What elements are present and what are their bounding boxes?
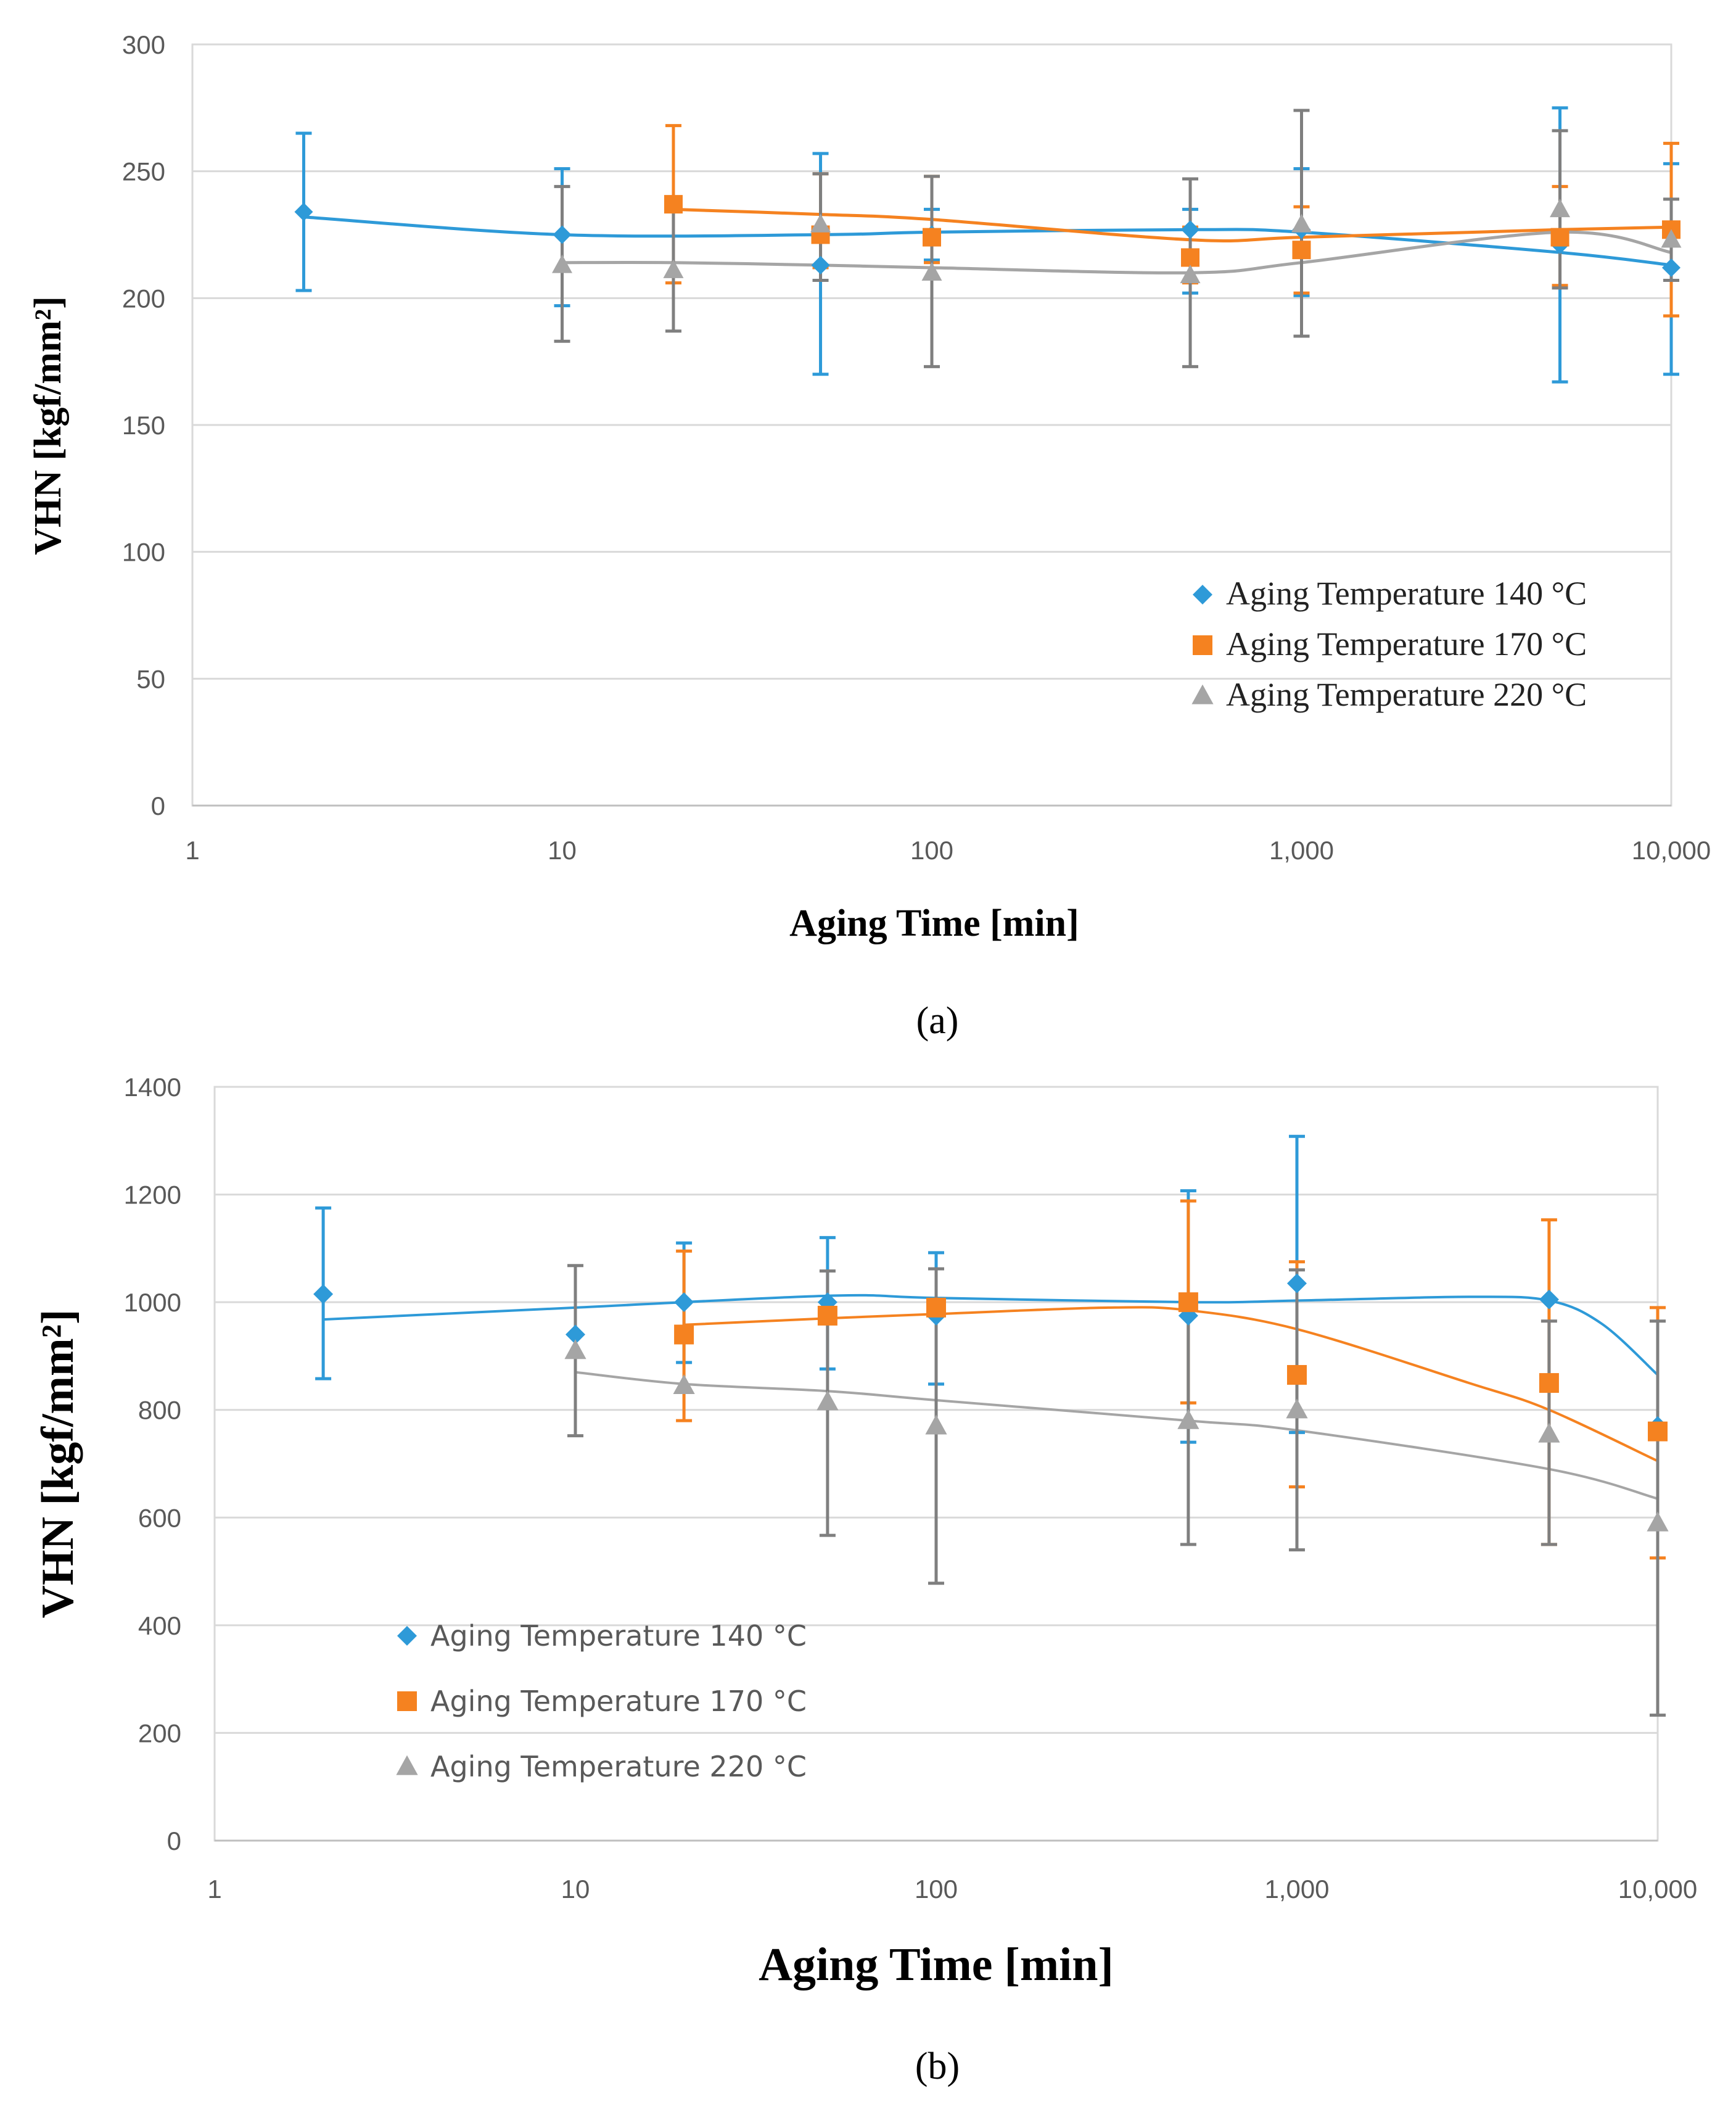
data-point-diamond: [1662, 258, 1680, 277]
y-tick-label: 800: [138, 1396, 181, 1425]
legend-label: Aging Temperature 220 °C: [430, 1750, 807, 1783]
data-point-square: [1539, 1373, 1559, 1393]
y-tick-label: 200: [138, 1718, 181, 1747]
data-point-diamond: [1539, 1289, 1559, 1310]
data-point-square: [1648, 1421, 1668, 1442]
chart-a-x-axis-label: Aging Time [min]: [789, 902, 1079, 944]
y-tick-label: 50: [136, 664, 165, 693]
data-point-triangle: [925, 1414, 947, 1435]
x-tick-label: 100: [910, 836, 953, 865]
chart-b-caption: (b): [915, 2045, 960, 2087]
data-point-square: [664, 195, 683, 214]
x-tick-label: 1,000: [1264, 1875, 1329, 1904]
trendline-triangle: [575, 1371, 1658, 1500]
chart-a-legend: Aging Temperature 140 °C Aging Temperatur…: [1191, 575, 1587, 713]
legend-marker-square: [397, 1691, 417, 1711]
data-point-diamond: [553, 225, 572, 244]
y-tick-label: 300: [122, 30, 165, 59]
legend-marker-triangle: [396, 1755, 418, 1775]
x-tick-label: 10,000: [1632, 836, 1711, 865]
y-tick-label: 200: [122, 284, 165, 313]
chart-a-x-ticks: 1 10 100 1,000 10,000: [185, 836, 1711, 865]
data-point-triangle: [921, 262, 942, 281]
chart-a: 0 50 100 150 200 250 300 1 10 100 1,000 10,000 VHN…: [27, 30, 1711, 1042]
data-point-diamond: [294, 202, 313, 221]
data-point-square: [817, 1305, 837, 1326]
data-point-triangle: [1177, 1409, 1199, 1429]
y-tick-label: 400: [138, 1611, 181, 1640]
data-point-square: [674, 1324, 694, 1345]
data-point-square: [923, 228, 941, 247]
data-point-diamond: [1181, 220, 1200, 239]
data-point-triangle: [1550, 199, 1571, 218]
legend-label: Aging Temperature 140 °C: [1226, 575, 1587, 612]
chart-b-y-axis-label: VHN [kgf/mm²]: [33, 1309, 83, 1618]
data-point-diamond: [566, 1324, 585, 1345]
legend-label: Aging Temperature 170 °C: [430, 1685, 807, 1718]
legend-marker-square: [1193, 635, 1212, 655]
data-point-square: [1178, 1292, 1198, 1313]
y-tick-label: 250: [122, 157, 165, 186]
data-point-triangle: [817, 1390, 839, 1411]
y-tick-label: 150: [122, 411, 165, 440]
chart-b: 0 200 400 600 800 1000 1200 1400 1 10 100 1,000 10,…: [33, 1073, 1697, 2087]
y-tick-label: 1000: [124, 1288, 181, 1317]
legend-label: Aging Temperature 170 °C: [1226, 625, 1587, 662]
x-tick-label: 10: [548, 836, 577, 865]
data-point-triangle: [1647, 1511, 1669, 1532]
x-tick-label: 10: [561, 1875, 590, 1904]
data-point-triangle: [1180, 265, 1201, 284]
chart-a-caption: (a): [916, 1000, 959, 1042]
trendline-triangle: [562, 230, 1672, 274]
data-point-triangle: [552, 254, 572, 273]
x-tick-label: 1: [207, 1875, 221, 1904]
legend-marker-diamond: [1193, 585, 1212, 604]
x-tick-label: 10,000: [1618, 1875, 1697, 1904]
data-point-square: [1181, 248, 1200, 267]
chart-b-y-ticks: 0 200 400 600 800 1000 1200 1400: [124, 1073, 181, 1855]
chart-a-markers: [294, 195, 1682, 284]
chart-a-y-ticks: 0 50 100 150 200 250 300: [122, 30, 165, 820]
data-point-diamond: [313, 1284, 334, 1305]
data-point-triangle: [810, 213, 831, 233]
chart-b-markers: [313, 1273, 1669, 1532]
y-tick-label: 100: [122, 538, 165, 567]
x-tick-label: 1: [185, 836, 199, 865]
y-tick-label: 1400: [124, 1073, 181, 1102]
legend-marker-diamond: [397, 1626, 417, 1646]
data-point-triangle: [1291, 213, 1312, 233]
data-point-square: [1287, 1364, 1307, 1385]
data-point-triangle: [1538, 1422, 1560, 1443]
chart-b-x-axis-label: Aging Time [min]: [759, 1939, 1114, 1991]
data-point-diamond: [674, 1292, 694, 1313]
legend-label: Aging Temperature 140 °C: [430, 1619, 807, 1652]
x-tick-label: 100: [915, 1875, 958, 1904]
x-tick-label: 1,000: [1269, 836, 1334, 865]
data-point-triangle: [673, 1374, 695, 1395]
chart-b-x-ticks: 1 10 100 1,000 10,000: [207, 1875, 1697, 1904]
data-point-diamond: [1287, 1273, 1307, 1293]
y-tick-label: 1200: [124, 1181, 181, 1210]
data-point-triangle: [663, 259, 684, 278]
chart-a-y-axis-label: VHN [kgf/mm²]: [27, 296, 69, 555]
y-tick-label: 0: [151, 791, 165, 820]
y-tick-label: 0: [167, 1826, 181, 1855]
data-point-diamond: [811, 255, 830, 274]
data-point-square: [926, 1297, 946, 1318]
chart-b-gridlines: [215, 1086, 1658, 1842]
data-point-square: [1550, 228, 1569, 247]
legend-marker-triangle: [1191, 684, 1214, 704]
legend-label: Aging Temperature 220 °C: [1226, 676, 1587, 713]
data-point-triangle: [1661, 229, 1682, 248]
y-tick-label: 600: [138, 1503, 181, 1532]
data-point-square: [1292, 241, 1311, 260]
chart-b-legend: Aging Temperature 140 °C Aging Temperatur…: [396, 1619, 807, 1783]
data-point-triangle: [1286, 1398, 1308, 1419]
data-point-triangle: [564, 1339, 586, 1359]
